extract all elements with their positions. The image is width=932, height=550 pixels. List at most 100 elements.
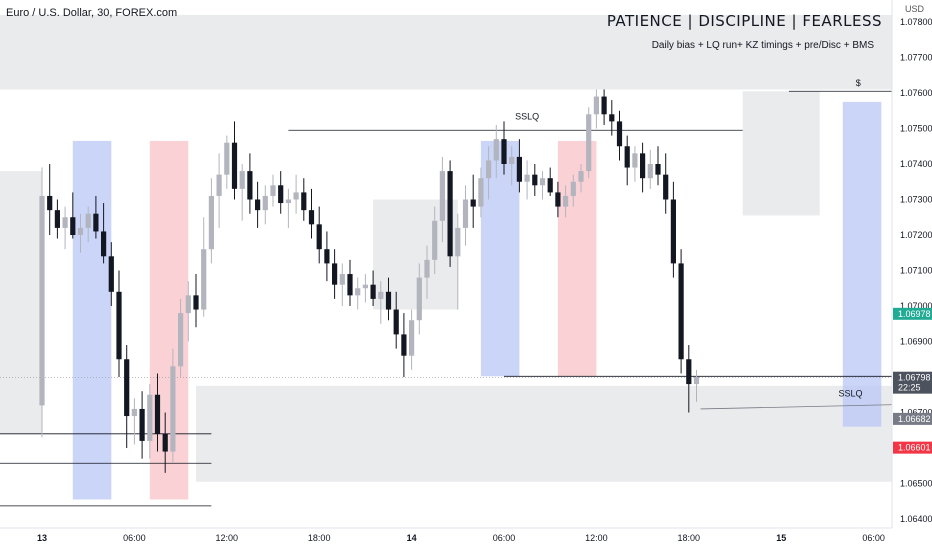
y-tick-label: 1.06400 — [900, 514, 932, 524]
candle — [624, 135, 630, 186]
candle — [509, 146, 515, 186]
candle-body — [62, 217, 68, 228]
candle-body — [262, 195, 268, 211]
price-tag — [893, 381, 932, 394]
candle — [39, 167, 45, 438]
candle-body — [393, 309, 399, 335]
candle — [516, 139, 522, 193]
y-tick-label: 1.06900 — [900, 337, 932, 347]
x-tick-label: 13 — [37, 533, 47, 543]
candle — [555, 181, 561, 218]
candle — [455, 213, 461, 310]
candle — [201, 217, 207, 317]
candle-body — [208, 195, 214, 250]
candle — [355, 277, 361, 310]
price-tag — [893, 441, 932, 454]
candle-body — [201, 249, 207, 310]
premium-zone — [0, 14, 892, 90]
candle — [85, 206, 91, 243]
price-tag-label: 1.06601 — [898, 443, 931, 453]
symbol-title[interactable]: Euro / U.S. Dollar, 30, FOREX.com — [6, 7, 178, 19]
candle-body — [193, 295, 199, 310]
candle-body — [332, 263, 338, 285]
candle — [693, 369, 700, 402]
annotation-label: $ — [856, 78, 861, 88]
candle — [378, 281, 384, 324]
candle-body — [124, 359, 130, 417]
candle-body — [116, 291, 122, 360]
candle-body — [278, 185, 284, 204]
candle-body — [216, 174, 222, 196]
left-range — [0, 171, 42, 434]
candle — [347, 259, 353, 306]
candle-body — [85, 213, 91, 228]
candle-body — [385, 291, 392, 310]
candle — [77, 213, 84, 253]
candle — [424, 245, 430, 299]
candle — [62, 206, 68, 250]
candle — [224, 135, 230, 189]
x-tick-label: 18:00 — [678, 533, 701, 543]
candle-body — [432, 220, 438, 260]
candle-body — [478, 178, 484, 207]
candle — [262, 185, 268, 225]
price-tag-label: 1.06682 — [898, 414, 931, 424]
candle-body — [455, 227, 461, 257]
discount-zone — [196, 385, 892, 482]
candle-body — [624, 146, 630, 168]
candle — [193, 274, 199, 328]
candle-body — [316, 224, 322, 250]
y-tick-label: 1.07700 — [900, 53, 932, 63]
candle — [370, 270, 376, 306]
candle — [178, 298, 184, 377]
candle — [393, 291, 399, 349]
candle — [247, 153, 253, 214]
annotation-label: SSLQ — [838, 389, 862, 399]
candle-body — [424, 259, 430, 278]
y-tick-label: 1.06500 — [900, 479, 932, 489]
candle-body — [563, 195, 569, 207]
candle-body — [231, 142, 238, 189]
candle-body — [255, 199, 261, 211]
candle — [139, 391, 145, 459]
candle — [278, 171, 284, 214]
candle-body — [663, 174, 669, 200]
candle — [678, 249, 684, 374]
candle — [293, 174, 299, 214]
candle-body — [301, 192, 307, 211]
candle — [447, 160, 453, 267]
candle — [570, 174, 576, 207]
candle-body — [501, 139, 507, 164]
candle — [439, 156, 445, 243]
candle-body — [339, 274, 345, 285]
candle — [501, 121, 507, 175]
x-tick-label: 12:00 — [585, 533, 608, 543]
candle-body — [239, 171, 245, 189]
candle — [339, 263, 345, 306]
candle — [101, 203, 107, 264]
candle — [432, 206, 438, 275]
candle — [255, 181, 261, 228]
candle-body — [570, 181, 576, 196]
candle — [124, 345, 130, 448]
currency-label[interactable]: USD — [904, 4, 924, 14]
candle — [686, 345, 692, 413]
kz-blue-2 — [480, 140, 520, 377]
candle — [593, 89, 599, 129]
price-tag — [893, 412, 932, 425]
candle-body — [686, 359, 692, 385]
y-tick-label: 1.06700 — [900, 408, 932, 418]
candle — [632, 146, 638, 182]
candle-body — [147, 394, 153, 441]
kz-blue-3 — [842, 101, 882, 427]
candle-body — [77, 227, 84, 235]
candle-body — [609, 114, 615, 122]
candle — [655, 146, 661, 186]
candle-body — [285, 199, 291, 204]
candle — [285, 188, 291, 228]
y-tick-label: 1.07800 — [900, 17, 932, 27]
candle-body — [547, 178, 553, 193]
candle — [131, 398, 137, 445]
price-tag — [893, 371, 932, 384]
